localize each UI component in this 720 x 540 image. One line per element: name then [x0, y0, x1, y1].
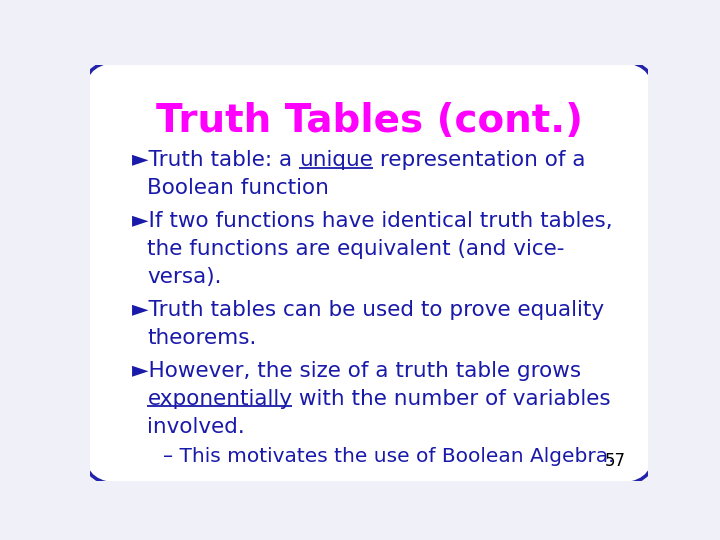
FancyBboxPatch shape: [84, 60, 654, 485]
Text: ►However, the size of a truth table grows: ►However, the size of a truth table grow…: [132, 361, 581, 381]
Text: versa).: versa).: [148, 267, 222, 287]
Text: involved.: involved.: [148, 417, 246, 437]
Text: theorems.: theorems.: [148, 328, 257, 348]
Text: ►Truth table: a: ►Truth table: a: [132, 150, 299, 170]
Text: ►Truth tables can be used to prove equality: ►Truth tables can be used to prove equal…: [132, 300, 604, 320]
Text: ►If two functions have identical truth tables,: ►If two functions have identical truth t…: [132, 211, 613, 231]
Text: 57: 57: [605, 452, 626, 470]
Text: Truth Tables (cont.): Truth Tables (cont.): [156, 102, 582, 140]
Text: Boolean function: Boolean function: [148, 178, 329, 198]
Text: unique: unique: [299, 150, 373, 170]
Text: – This motivates the use of Boolean Algebra.: – This motivates the use of Boolean Alge…: [163, 447, 614, 466]
Text: the functions are equivalent (and vice-: the functions are equivalent (and vice-: [148, 239, 565, 259]
Text: with the number of variables: with the number of variables: [292, 389, 611, 409]
Text: representation of a: representation of a: [373, 150, 585, 170]
Text: exponentially: exponentially: [148, 389, 292, 409]
